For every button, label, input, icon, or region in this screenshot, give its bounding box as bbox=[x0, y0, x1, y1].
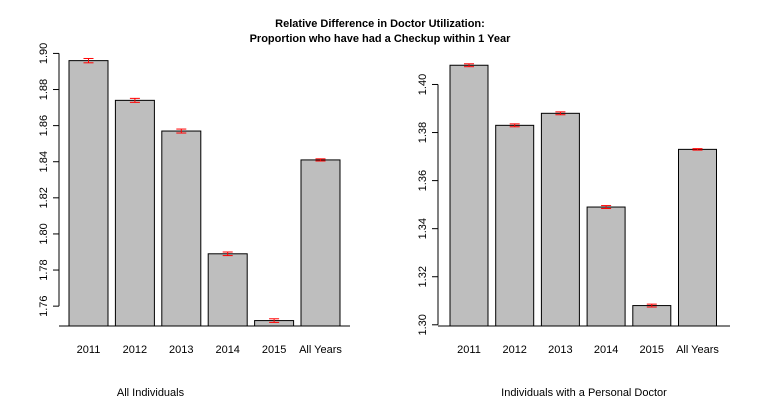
panel-personal-doctor: 1.30 1.32 1.34 1.36 1.38 1.40 2011 2012 2013 2014… bbox=[417, 63, 730, 399]
y-tick-label: 1.78 bbox=[38, 259, 50, 280]
x-tick-label: All Years bbox=[676, 344, 719, 356]
x-tick-label: 2011 bbox=[457, 344, 481, 356]
bar bbox=[586, 206, 626, 327]
x-tick-label: 2012 bbox=[123, 344, 147, 356]
x-axis-title: Individuals with a Personal Doctor bbox=[501, 387, 667, 399]
y-tick-label: 1.82 bbox=[38, 187, 50, 208]
x-axis-title: All Individuals bbox=[117, 387, 185, 399]
panel-all-individuals: 1.76 1.78 1.80 1.82 1.84 1.86 1.88 1.90 2011 2012… bbox=[38, 43, 350, 399]
x-tick-label: 2015 bbox=[640, 344, 664, 356]
y-tick-label: 1.40 bbox=[417, 74, 429, 95]
x-tick-label: 2015 bbox=[262, 344, 286, 356]
y-tick-label: 1.76 bbox=[38, 295, 50, 316]
y-tick-label: 1.86 bbox=[38, 115, 50, 136]
bar bbox=[495, 124, 535, 327]
x-tick-label: 2013 bbox=[548, 344, 572, 356]
y-tick-label: 1.84 bbox=[38, 151, 50, 172]
x-tick-label: 2014 bbox=[215, 344, 239, 356]
y-tick-label: 1.38 bbox=[417, 122, 429, 143]
y-tick-label: 1.88 bbox=[38, 79, 50, 100]
bar bbox=[161, 130, 202, 327]
chart-title-line-2: Proportion who have had a Checkup within… bbox=[250, 33, 512, 45]
y-tick-label: 1.36 bbox=[417, 170, 429, 191]
bar bbox=[207, 253, 248, 327]
bar bbox=[300, 159, 341, 327]
x-tick-label: 2014 bbox=[594, 344, 618, 356]
bar bbox=[68, 60, 109, 327]
bar bbox=[632, 305, 672, 327]
x-tick-label: All Years bbox=[299, 344, 342, 356]
y-tick-label: 1.80 bbox=[38, 223, 50, 244]
y-tick-label: 1.90 bbox=[38, 43, 50, 64]
bar bbox=[540, 112, 580, 327]
x-tick-label: 2012 bbox=[502, 344, 526, 356]
y-tick-label: 1.34 bbox=[417, 218, 429, 239]
bar bbox=[449, 64, 489, 327]
chart-title-line-1: Relative Difference in Doctor Utilizatio… bbox=[275, 18, 485, 30]
x-tick-label: 2013 bbox=[169, 344, 193, 356]
x-tick-label: 2011 bbox=[77, 344, 101, 356]
y-tick-label: 1.32 bbox=[417, 266, 429, 287]
bar bbox=[678, 148, 717, 327]
bar bbox=[114, 99, 155, 327]
y-tick-label: 1.30 bbox=[417, 314, 429, 335]
